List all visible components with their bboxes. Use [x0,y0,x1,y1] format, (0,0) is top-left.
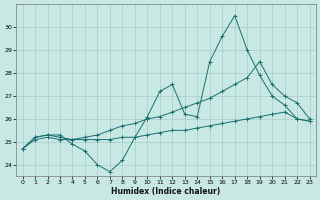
X-axis label: Humidex (Indice chaleur): Humidex (Indice chaleur) [111,187,221,196]
